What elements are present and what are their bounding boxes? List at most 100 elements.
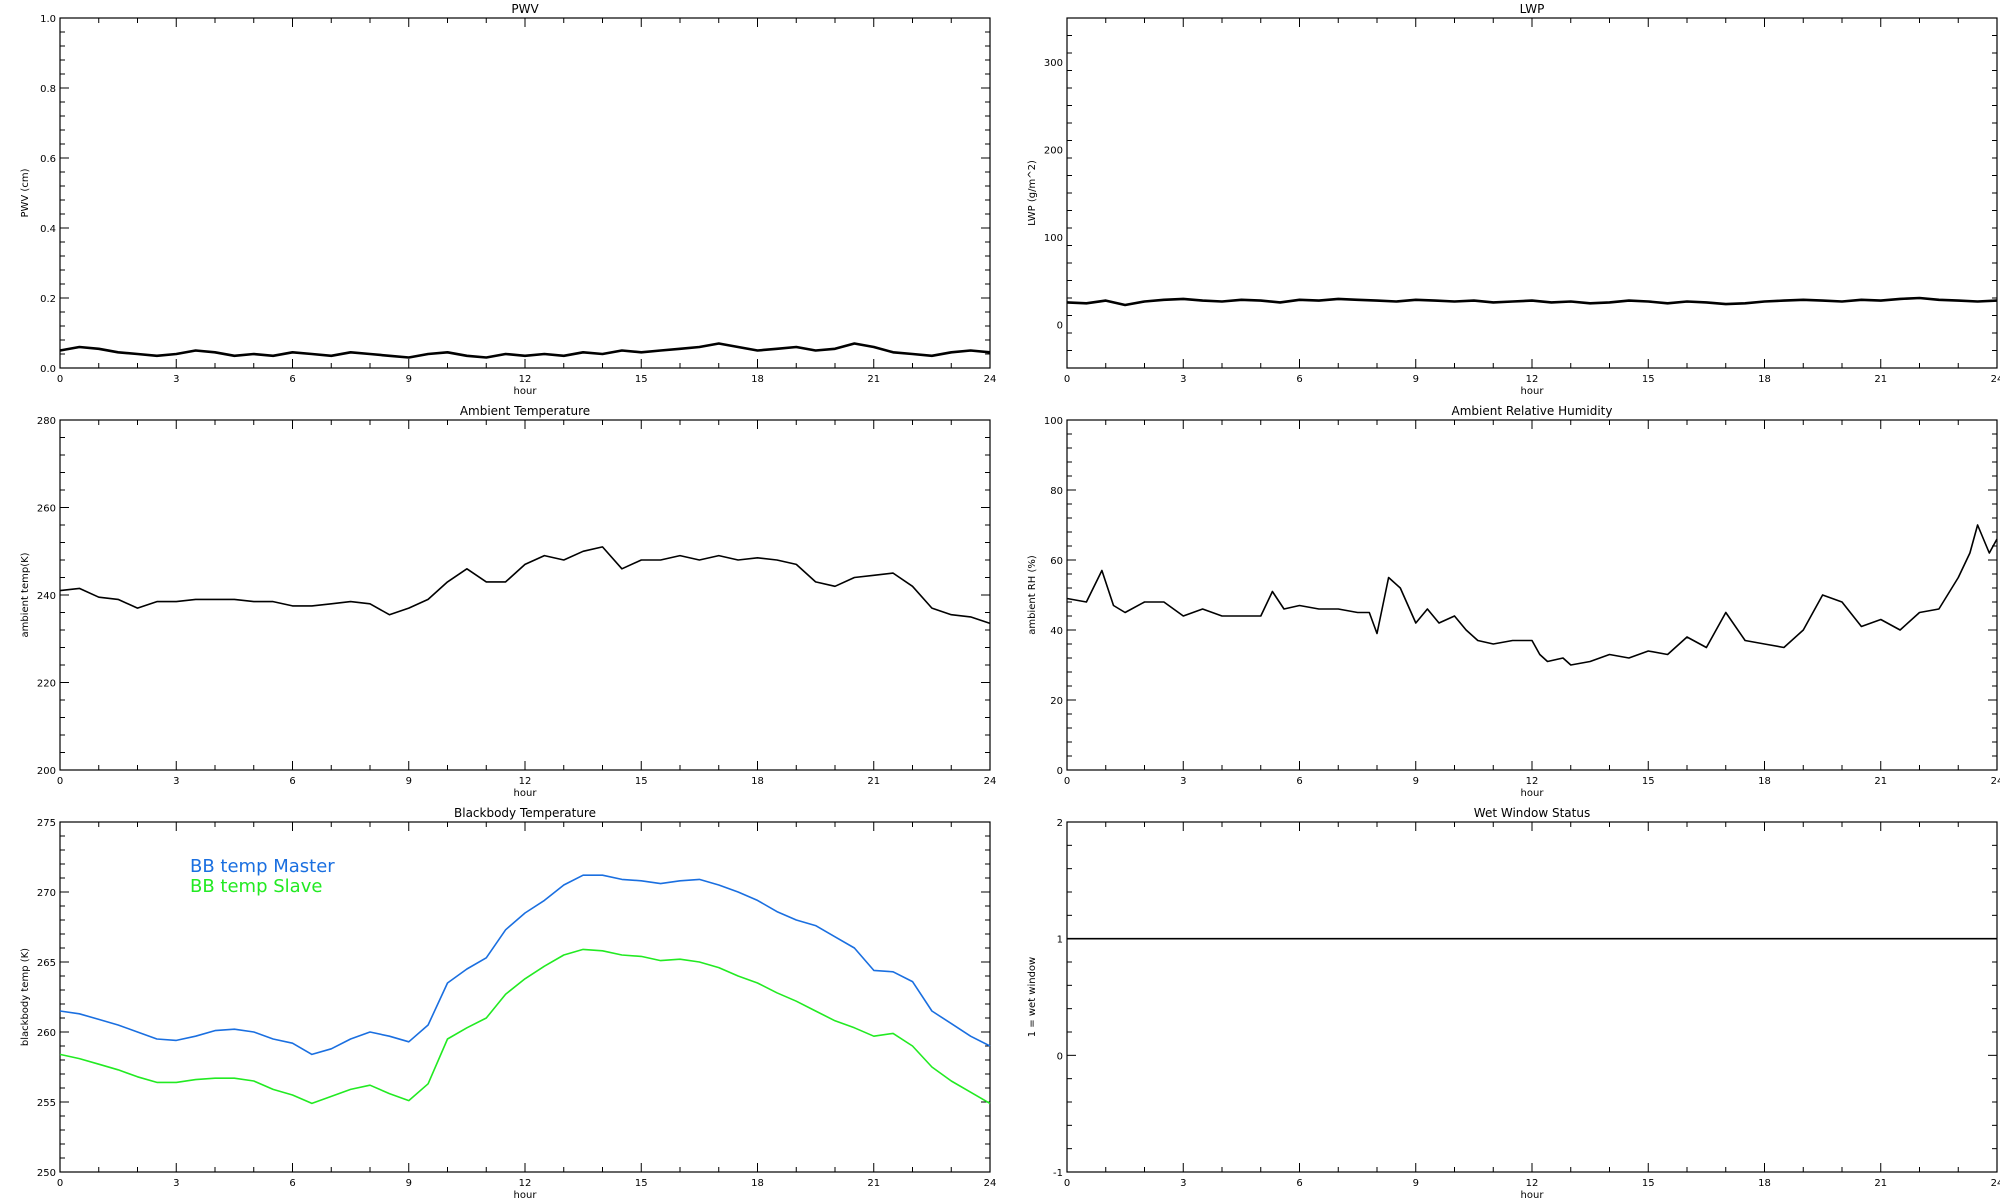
- x-tick-label: 24: [1991, 374, 2000, 385]
- y-axis-label: LWP (g/m^2): [1027, 160, 1038, 226]
- y-tick-label: 100: [1044, 233, 1063, 244]
- y-tick-label: 260: [37, 1028, 56, 1039]
- x-tick-label: 18: [751, 776, 764, 787]
- x-tick-label: 18: [751, 1178, 764, 1189]
- x-tick-label: 18: [1758, 776, 1771, 787]
- x-tick-label: 0: [1064, 1178, 1070, 1189]
- x-tick-label: 6: [1296, 776, 1302, 787]
- x-tick-label: 21: [867, 374, 880, 385]
- x-axis-label: hour: [514, 386, 538, 397]
- x-tick-label: 15: [635, 1178, 648, 1189]
- x-tick-label: 24: [984, 374, 997, 385]
- y-tick-label: 0: [1057, 1051, 1063, 1062]
- series-line: [59, 342, 991, 359]
- x-tick-label: 12: [519, 776, 532, 787]
- chart-pwv: PWV hour PWV (cm) 0 3 6 9 12 15 18 21 24 0.0 0.2 0.4 0.…: [20, 2, 996, 397]
- x-tick-label: 9: [1413, 776, 1419, 787]
- plot-frame: [1066, 419, 1998, 771]
- x-tick-label: 21: [1874, 374, 1887, 385]
- plot-frame: [59, 17, 991, 369]
- x-tick-label: 9: [406, 374, 412, 385]
- series-line: [1066, 524, 1998, 666]
- y-tick-label: -1: [1053, 1168, 1063, 1179]
- x-tick-label: 0: [57, 374, 63, 385]
- x-tick-label: 24: [984, 776, 997, 787]
- y-tick-label: 20: [1050, 696, 1063, 707]
- y-tick-label: 0: [1057, 766, 1063, 777]
- y-tick-label: 250: [37, 1168, 56, 1179]
- x-tick-label: 6: [1296, 374, 1302, 385]
- series-line: [1066, 296, 1998, 307]
- x-tick-label: 12: [1526, 374, 1539, 385]
- y-tick-label: 0.6: [40, 154, 56, 165]
- x-tick-label: 3: [173, 776, 179, 787]
- chart-title: Wet Window Status: [1474, 806, 1590, 820]
- y-axis-label: ambient RH (%): [1027, 555, 1038, 635]
- x-tick-label: 24: [1991, 1178, 2000, 1189]
- x-tick-label: 9: [406, 1178, 412, 1189]
- x-tick-label: 21: [867, 1178, 880, 1189]
- x-tick-label: 15: [635, 776, 648, 787]
- legend-entry: BB temp Master: [190, 856, 335, 877]
- y-tick-label: 270: [37, 888, 56, 899]
- x-tick-label: 18: [751, 374, 764, 385]
- x-tick-label: 3: [1180, 776, 1186, 787]
- y-tick-label: 60: [1050, 556, 1063, 567]
- y-tick-label: 240: [37, 591, 56, 602]
- x-tick-label: 3: [1180, 374, 1186, 385]
- y-tick-label: 0.4: [40, 224, 56, 235]
- series-line: [59, 546, 991, 625]
- x-tick-label: 6: [289, 776, 295, 787]
- y-axis-label: blackbody temp (K): [20, 948, 31, 1046]
- x-tick-label: 15: [1642, 374, 1655, 385]
- x-tick-label: 6: [289, 1178, 295, 1189]
- x-tick-label: 0: [57, 776, 63, 787]
- x-axis-label: hour: [1521, 788, 1545, 799]
- y-tick-label: 100: [1044, 416, 1063, 427]
- y-tick-label: 1.0: [40, 14, 56, 25]
- chart-title: Ambient Temperature: [460, 404, 590, 418]
- x-tick-label: 9: [1413, 374, 1419, 385]
- x-tick-label: 15: [1642, 776, 1655, 787]
- y-tick-label: 200: [37, 766, 56, 777]
- chart-ambient_temp: Ambient Temperature hour ambient temp(K) 0 3…: [20, 404, 996, 799]
- y-tick-label: 0.8: [40, 84, 56, 95]
- plot-frame: [1066, 17, 1998, 369]
- x-tick-label: 15: [1642, 1178, 1655, 1189]
- x-tick-label: 12: [1526, 1178, 1539, 1189]
- y-axis-label: ambient temp(K): [20, 552, 31, 637]
- y-tick-label: 260: [37, 504, 56, 515]
- y-tick-label: 300: [1044, 58, 1063, 69]
- x-tick-label: 6: [289, 374, 295, 385]
- y-tick-label: 220: [37, 679, 56, 690]
- x-tick-label: 18: [1758, 1178, 1771, 1189]
- y-tick-label: 40: [1050, 626, 1063, 637]
- y-tick-label: 0: [1057, 320, 1063, 331]
- series-line-bb-temp-master: [59, 874, 991, 1056]
- chart-ambient_rh: Ambient Relative Humidity hour ambient RH …: [1027, 404, 2000, 799]
- y-tick-label: 80: [1050, 486, 1063, 497]
- x-tick-label: 24: [984, 1178, 997, 1189]
- x-tick-label: 0: [57, 1178, 63, 1189]
- chart-title: PWV: [511, 2, 539, 16]
- x-tick-label: 18: [1758, 374, 1771, 385]
- x-tick-label: 15: [635, 374, 648, 385]
- x-tick-label: 12: [1526, 776, 1539, 787]
- x-tick-label: 3: [173, 374, 179, 385]
- y-tick-label: 255: [37, 1098, 56, 1109]
- chart-title: LWP: [1520, 2, 1545, 16]
- x-tick-label: 21: [1874, 1178, 1887, 1189]
- x-tick-label: 12: [519, 1178, 532, 1189]
- y-tick-label: 1: [1057, 935, 1063, 946]
- legend-entry: BB temp Slave: [190, 876, 322, 897]
- x-axis-label: hour: [1521, 1190, 1545, 1200]
- x-tick-label: 21: [1874, 776, 1887, 787]
- chart-bb_temp: Blackbody Temperature hour blackbody temp …: [20, 806, 996, 1200]
- x-tick-label: 0: [1064, 374, 1070, 385]
- x-tick-label: 24: [1991, 776, 2000, 787]
- x-tick-label: 9: [1413, 1178, 1419, 1189]
- plot-frame: [59, 419, 991, 771]
- x-axis-label: hour: [514, 1190, 538, 1200]
- y-tick-label: 0.2: [40, 294, 56, 305]
